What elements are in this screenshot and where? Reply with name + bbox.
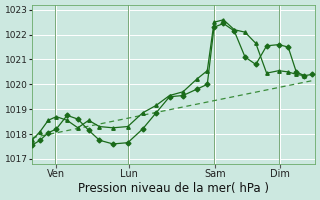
X-axis label: Pression niveau de la mer( hPa ): Pression niveau de la mer( hPa ) — [78, 182, 269, 195]
